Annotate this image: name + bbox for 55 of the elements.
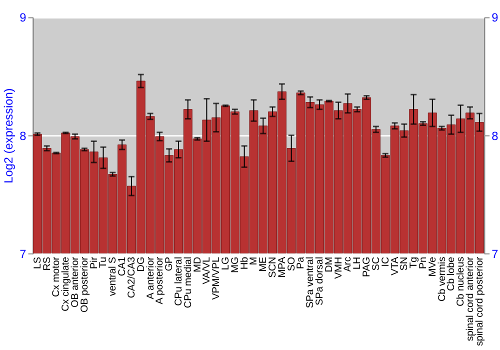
x-tick-label: A posterior xyxy=(154,256,166,304)
x-tick-label: CPu lateral xyxy=(173,256,184,306)
x-tick-label: MG xyxy=(230,256,241,273)
x-tick-label: Cx motor xyxy=(51,256,62,298)
x-tick-label: spinal cord posterior xyxy=(474,256,486,346)
x-tick-label: ME xyxy=(258,256,270,272)
x-tick-label: Pir xyxy=(88,256,100,269)
x-tick-label: MPA xyxy=(276,256,288,278)
y2-tick-label: 9 xyxy=(492,10,499,25)
x-tick-label: CA1 xyxy=(117,256,128,276)
x-tick-label: VA/VL xyxy=(202,256,213,284)
y-axis-title: Log2 (expression) xyxy=(2,88,16,184)
x-tick-label: A anterior xyxy=(145,256,156,300)
x-tick-label: MD xyxy=(192,256,204,272)
x-tick-label: Tu xyxy=(98,256,110,268)
x-tick-label: LS xyxy=(32,256,44,269)
x-tick-label: Arc xyxy=(342,256,354,272)
x-tick-label: VPM/VPL xyxy=(211,256,222,300)
x-tick-label: VTA xyxy=(390,256,401,276)
x-tick-label: Cx cingulate xyxy=(60,256,72,312)
x-tick-label: PAG xyxy=(362,256,373,278)
x-tick-label: DG xyxy=(136,256,147,272)
x-tick-label: Pa xyxy=(296,256,307,269)
x-tick-label: Hb xyxy=(239,256,250,270)
x-tick-label: ventral S xyxy=(108,256,119,296)
x-tick-label: OB anterior xyxy=(70,256,82,308)
y-tick-label: 8 xyxy=(20,128,27,143)
x-tick-label: IC xyxy=(380,256,392,267)
x-tick-label: CA2/CA3 xyxy=(126,256,138,298)
x-tick-label: CPu medial xyxy=(182,256,194,308)
x-tick-label: Tg xyxy=(408,256,420,268)
x-tick-label: OB posterior xyxy=(79,256,90,312)
x-tick-label: Pn xyxy=(418,256,429,269)
y2-tick-label: 8 xyxy=(492,128,499,143)
x-tick-label: SPa ventral xyxy=(305,256,316,308)
x-tick-label: Cb nucleus xyxy=(456,256,467,306)
x-tick-label: SN xyxy=(399,256,410,271)
y-tick-label: 9 xyxy=(20,10,27,25)
y2-tick-label: 7 xyxy=(492,246,499,261)
x-tick-label: SPa dorsal xyxy=(314,256,326,306)
y-tick-label: 7 xyxy=(20,246,27,261)
x-tick-label: SC xyxy=(370,256,382,271)
x-tick-label: LH xyxy=(352,256,364,270)
x-tick-label: spinal cord anterior xyxy=(464,256,476,342)
x-tick-label: MVe xyxy=(427,256,438,277)
x-tick-label: RS xyxy=(42,256,53,271)
x-tick-label: Cb lobe xyxy=(446,256,458,291)
x-tick-label: GP xyxy=(164,256,176,272)
x-tick-label: DM xyxy=(324,256,335,272)
x-tick-label: SO xyxy=(286,256,298,272)
x-tick-label: Cb vermis xyxy=(436,256,448,302)
x-tick-label: M xyxy=(248,256,260,266)
x-tick-label: VMH xyxy=(333,256,344,279)
x-tick-label: LG xyxy=(220,256,232,270)
x-tick-label: SCN xyxy=(268,256,279,278)
